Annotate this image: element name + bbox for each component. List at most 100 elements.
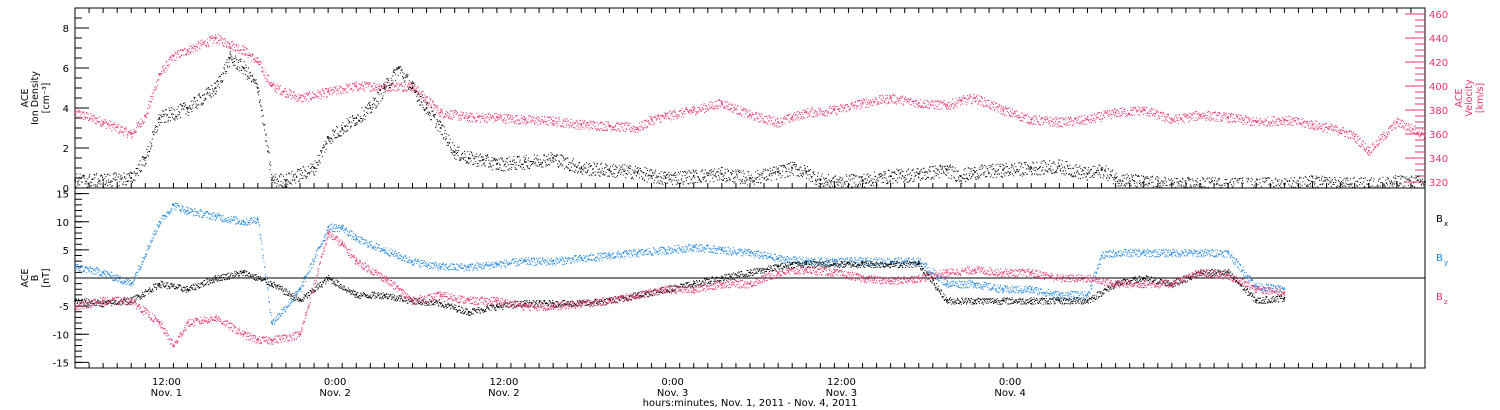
- density-trace: [532, 163, 534, 165]
- velocity-trace: [990, 103, 992, 105]
- density-trace: [529, 165, 531, 167]
- velocity-trace: [796, 111, 798, 113]
- velocity-trace: [292, 96, 294, 98]
- density-trace: [263, 123, 265, 125]
- velocity-trace: [311, 98, 313, 100]
- velocity-trace: [579, 122, 581, 124]
- velocity-trace: [355, 85, 357, 87]
- velocity-trace: [298, 99, 300, 101]
- velocity-trace: [590, 120, 592, 122]
- velocity-trace: [1171, 117, 1173, 119]
- velocity-trace: [716, 100, 718, 102]
- density-trace: [461, 154, 463, 156]
- velocity-trace: [740, 108, 742, 110]
- density-trace: [371, 111, 373, 113]
- density-trace: [453, 155, 455, 157]
- velocity-trace: [671, 119, 673, 121]
- density-trace: [168, 107, 170, 109]
- density-trace: [553, 161, 555, 163]
- velocity-trace: [373, 83, 375, 85]
- density-trace: [149, 141, 151, 143]
- velocity-trace: [610, 130, 612, 132]
- velocity-trace: [342, 87, 344, 89]
- density-trace: [461, 157, 463, 159]
- velocity-trace: [194, 45, 196, 47]
- velocity-trace: [499, 116, 501, 118]
- density-trace: [150, 148, 152, 150]
- density-trace: [134, 171, 136, 173]
- density-trace: [120, 174, 122, 176]
- velocity-trace: [704, 104, 706, 106]
- density-trace: [139, 160, 141, 162]
- density-trace: [464, 160, 466, 162]
- density-trace: [145, 156, 147, 158]
- velocity-trace: [542, 122, 544, 124]
- velocity-trace: [1390, 125, 1392, 127]
- density-trace: [577, 170, 579, 172]
- velocity-trace: [512, 116, 514, 118]
- density-trace: [291, 179, 293, 181]
- density-trace: [374, 98, 376, 100]
- velocity-trace: [1334, 124, 1336, 126]
- velocity-trace: [799, 111, 801, 113]
- velocity-trace: [1262, 121, 1264, 123]
- velocity-trace: [549, 122, 551, 124]
- density-trace: [299, 169, 301, 171]
- velocity-trace: [77, 109, 79, 111]
- density-trace: [291, 171, 293, 173]
- density-trace: [314, 160, 316, 162]
- density-trace: [357, 114, 359, 116]
- density-trace: [545, 165, 547, 167]
- velocity-trace: [265, 71, 267, 73]
- density-trace: [204, 93, 206, 95]
- velocity-trace: [1020, 120, 1022, 122]
- velocity-trace: [1164, 120, 1166, 122]
- velocity-trace: [403, 90, 405, 92]
- velocity-trace: [146, 107, 148, 109]
- velocity-trace: [233, 43, 235, 45]
- velocity-trace: [762, 118, 764, 120]
- velocity-trace: [1150, 110, 1152, 112]
- velocity-trace: [124, 128, 126, 130]
- density-point: [425, 107, 428, 109]
- density-trace: [389, 84, 391, 86]
- density-trace: [552, 153, 554, 155]
- velocity-trace: [501, 116, 503, 118]
- velocity-trace: [690, 109, 692, 111]
- density-trace: [712, 173, 714, 175]
- velocity-trace: [223, 38, 225, 40]
- density-trace: [714, 168, 716, 170]
- velocity-trace: [1190, 113, 1192, 115]
- velocity-trace: [212, 42, 214, 44]
- density-trace: [208, 95, 210, 97]
- velocity-trace: [642, 128, 644, 130]
- density-trace: [503, 160, 505, 162]
- velocity-trace: [216, 36, 218, 38]
- velocity-trace: [649, 115, 651, 117]
- velocity-trace: [1031, 116, 1033, 118]
- velocity-trace: [562, 119, 564, 121]
- density-trace: [466, 161, 468, 163]
- density-trace: [709, 181, 711, 183]
- velocity-trace: [1188, 116, 1190, 118]
- density-trace: [628, 172, 630, 174]
- density-trace: [378, 94, 380, 96]
- velocity-trace: [818, 109, 820, 111]
- velocity-trace: [1277, 117, 1279, 119]
- density-trace: [443, 126, 445, 128]
- density-trace: [576, 166, 578, 168]
- density-trace: [716, 171, 718, 173]
- density-point: [74, 179, 76, 181]
- velocity-trace: [260, 61, 262, 63]
- density-trace: [282, 175, 284, 177]
- density-trace: [171, 113, 173, 115]
- density-trace: [603, 174, 605, 176]
- density-trace: [632, 169, 634, 171]
- density-trace: [587, 170, 589, 172]
- velocity-trace: [1022, 117, 1024, 119]
- velocity-trace: [1316, 126, 1318, 128]
- velocity-trace: [1384, 135, 1386, 137]
- velocity-trace: [774, 124, 776, 126]
- velocity-trace: [1376, 144, 1378, 146]
- velocity-trace: [520, 122, 522, 124]
